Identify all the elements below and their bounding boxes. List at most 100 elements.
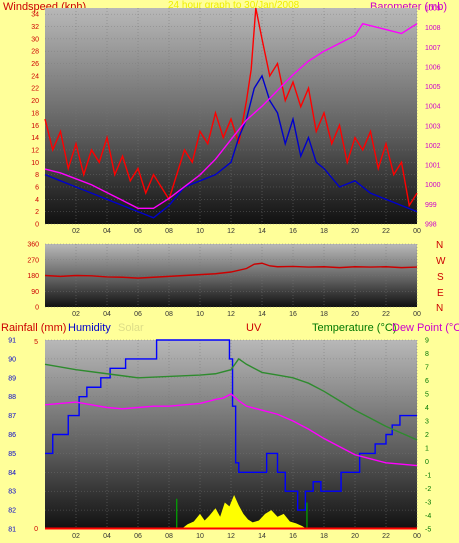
direction-series-1 (44, 262, 418, 279)
barometer-tick-label: 998 (425, 222, 437, 229)
direction-panel-x-tick-label: 10 (196, 311, 204, 318)
barometer-tick-label: 1005 (425, 84, 441, 91)
humidity-tick-label: 88 (8, 394, 16, 401)
direction-panel-x-tick-label: 20 (351, 311, 359, 318)
windspeed-tick-label: 28 (31, 49, 39, 56)
windspeed-tick-label: 10 (31, 160, 39, 167)
wind-panel-x-tick-label: 20 (351, 228, 359, 235)
humidity-tick-label: 82 (8, 508, 16, 515)
chart-title: 24 hour graph to 30/Jan/2008 (168, 0, 300, 11)
barometer-tick-label: 1000 (425, 182, 441, 189)
wind-panel-x-tick-label: 08 (165, 228, 173, 235)
barometer-tick-label: 999 (425, 202, 437, 209)
direction-panel-x-tick-label: 04 (103, 311, 111, 318)
direction-panel-x-tick-label: 06 (134, 311, 142, 318)
temperature-tick-label: 1 (425, 446, 429, 453)
windspeed-tick-label: 14 (31, 135, 39, 142)
wind-panel-x-tick-label: 16 (289, 228, 297, 235)
temp-panel-x-tick-label: 10 (196, 533, 204, 540)
humidity-tick-label: 84 (8, 470, 16, 477)
windspeed-tick-label: 30 (31, 36, 39, 43)
barometer-tick-label: 1004 (425, 104, 441, 111)
humidity-tick-label: 86 (8, 432, 16, 439)
windspeed-tick-label: 6 (35, 184, 39, 191)
temperature-tick-label: 0 (425, 459, 429, 466)
wind-panel-x-tick-label: 18 (320, 228, 328, 235)
barometer-tick-label: 1007 (425, 45, 441, 52)
windspeed-tick-label: 24 (31, 73, 39, 80)
direction-panel-x-tick-label: 14 (258, 311, 266, 318)
humidity-tick-label: 81 (8, 527, 16, 534)
temperature-tick-label: 9 (425, 338, 429, 345)
direction-panel-x-tick-label: 22 (382, 311, 390, 318)
windspeed-tick-label: 22 (31, 86, 39, 93)
wind-panel-x-tick-label: 10 (196, 228, 204, 235)
temp-panel-x-tick-label: 08 (165, 533, 173, 540)
wind-series-3 (44, 22, 418, 209)
direction-panel-x-tick-label: 16 (289, 311, 297, 318)
direction-tick-label: 90 (31, 289, 39, 296)
wind-panel-x-tick-label: 06 (134, 228, 142, 235)
temperature-tick-label: -1 (425, 473, 431, 480)
temperature-tick-label: 7 (425, 365, 429, 372)
temp-panel-x-tick-label: 06 (134, 533, 142, 540)
windspeed-tick-label: 32 (31, 24, 39, 31)
windspeed-tick-label: 16 (31, 123, 39, 130)
wind-panel-x-tick-label: 12 (227, 228, 235, 235)
direction-tick-label: 360 (27, 242, 39, 249)
humidity-axis-title: Humidity (68, 322, 111, 334)
temp-panel-x-tick-label: 02 (72, 533, 80, 540)
temp-panel-series-1 (45, 339, 417, 511)
humidity-tick-label: 85 (8, 451, 16, 458)
windspeed-tick-label: 12 (31, 147, 39, 154)
barometer-tick-label: 1001 (425, 163, 441, 170)
solar-axis-title: Solar (118, 322, 144, 334)
compass-e: E (437, 288, 444, 299)
wind-series-2 (44, 74, 418, 219)
temperature-tick-label: 6 (425, 378, 429, 385)
humidity-tick-label: 90 (8, 356, 16, 363)
temp-panel-x-tick-label: 00 (413, 533, 421, 540)
temp-panel-x-tick-label: 18 (320, 533, 328, 540)
temp-panel-x-tick-label: 12 (227, 533, 235, 540)
barometer-tick-label: 1006 (425, 64, 441, 71)
wind-panel-x-tick-label: 02 (72, 228, 80, 235)
temp-panel-x-tick-label: 22 (382, 533, 390, 540)
wind-panel-x-tick-label: 22 (382, 228, 390, 235)
wind-panel-x-tick-label: 00 (413, 228, 421, 235)
temp-panel-x-tick-label: 14 (258, 533, 266, 540)
direction-panel-x-tick-label: 00 (413, 311, 421, 318)
rain-tick-label: 5 (34, 339, 38, 346)
barometer-tick-label: 1009 (425, 6, 441, 13)
direction-tick-label: 180 (27, 273, 39, 280)
windspeed-tick-label: 0 (35, 222, 39, 229)
humidity-tick-label: 83 (8, 489, 16, 496)
temp-panel-x-tick-label: 16 (289, 533, 297, 540)
wind-panel-x-tick-label: 04 (103, 228, 111, 235)
temp-panel-series-3 (44, 393, 418, 467)
temperature-tick-label: -4 (425, 513, 431, 520)
temp-panel-x-tick-label: 04 (103, 533, 111, 540)
compass-n-bottom: N (436, 303, 444, 314)
direction-panel-x-tick-label: 12 (227, 311, 235, 318)
rain-tick-label: 0 (34, 526, 38, 533)
temperature-tick-label: -5 (425, 527, 431, 534)
compass-s: S (437, 272, 444, 283)
wind-series-1 (44, 7, 418, 208)
direction-panel-x-tick-label: 02 (72, 311, 80, 318)
temperature-tick-label: 8 (425, 351, 429, 358)
rainfall-axis-title: Rainfall (mm) (1, 322, 67, 334)
dewpoint-axis-title: Dew Point (°C) (392, 322, 459, 334)
compass-w: W (436, 256, 446, 267)
direction-panel-x-tick-label: 18 (320, 311, 328, 318)
windspeed-tick-label: 26 (31, 61, 39, 68)
barometer-tick-label: 1008 (425, 25, 441, 32)
barometer-tick-label: 1003 (425, 123, 441, 130)
barometer-tick-label: 1002 (425, 143, 441, 150)
direction-tick-label: 270 (27, 257, 39, 264)
windspeed-tick-label: 2 (35, 209, 39, 216)
wind-panel-x-tick-label: 14 (258, 228, 266, 235)
temperature-tick-label: 3 (425, 419, 429, 426)
windspeed-tick-label: 4 (35, 197, 39, 204)
